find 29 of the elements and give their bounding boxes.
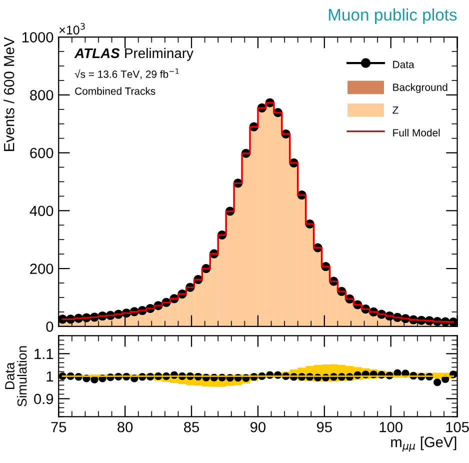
y-tick-label: 800	[30, 90, 54, 100]
x-tick-label: 100	[380, 422, 402, 432]
x-axis-title: m$_{μμ}$ [GeV]	[391, 436, 456, 452]
text: ×10$^{3}$	[59, 23, 85, 34]
y-tick-label: 1000	[22, 32, 54, 42]
y-tick-label: 0	[46, 322, 54, 332]
annotation: ATLAS	[74, 48, 120, 58]
x-tick-label: 80	[118, 422, 133, 432]
y-tick-label: 600	[30, 148, 54, 158]
annotation: √s = 13.6 TeV, 29 fb$^{−1}$	[74, 68, 179, 80]
legend-label: Background	[393, 83, 448, 94]
y-axis-title: Data Simulation	[5, 346, 27, 406]
y-tick-label: 1	[46, 371, 54, 382]
text: Muon public plots	[328, 8, 457, 24]
x-tick-label: 95	[316, 422, 332, 432]
annotation: Preliminary	[125, 48, 194, 61]
y-tick-label: 200	[30, 264, 54, 274]
y-axis-title: Events / 600 MeV	[4, 37, 14, 151]
y-tick-label: 1.1	[34, 348, 54, 359]
x-tick-label: 75	[51, 422, 66, 432]
annotation: Combined Tracks	[75, 87, 156, 95]
x-tick-label: 105	[446, 422, 469, 432]
y-tick-label: 0.9	[34, 394, 54, 404]
legend-label: Z	[392, 106, 398, 114]
legend-label: Data	[393, 60, 414, 68]
x-tick-label: 85	[184, 422, 200, 432]
y-tick-label: 400	[30, 206, 54, 216]
x-tick-label: 90	[250, 422, 266, 432]
legend-label: Full Model	[393, 128, 440, 136]
